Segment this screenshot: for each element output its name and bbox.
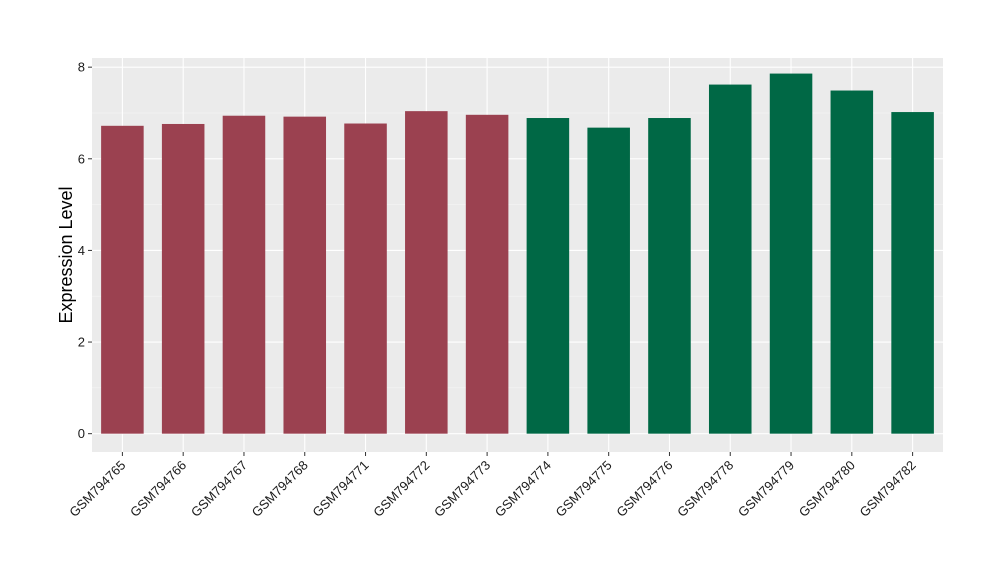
bar-GSM794771 (344, 123, 387, 434)
bar-GSM794767 (222, 115, 266, 434)
x-tick-label: GSM794771 (309, 458, 371, 520)
bar-GSM794766 (161, 123, 205, 434)
bar-GSM794768 (283, 116, 327, 434)
y-tick-label: 4 (78, 243, 85, 258)
bar-GSM794774 (526, 118, 570, 434)
y-tick-label: 2 (78, 335, 85, 350)
y-axis: 0 2 4 6 8 (78, 60, 92, 441)
x-tick-label: GSM794778 (674, 458, 736, 520)
bars (101, 73, 934, 434)
bar-GSM794765 (101, 125, 144, 434)
x-tick-label: GSM794768 (249, 458, 311, 520)
bar-GSM794776 (648, 118, 691, 434)
bar-GSM794773 (465, 114, 509, 434)
bar-GSM794772 (405, 111, 448, 434)
bar-GSM794779 (769, 73, 813, 434)
x-tick-label: GSM794774 (492, 458, 554, 520)
x-tick-label: GSM794773 (431, 458, 493, 520)
x-tick-label: GSM794776 (613, 458, 675, 520)
bar-GSM794775 (587, 127, 630, 434)
x-tick-label: GSM794779 (735, 458, 797, 520)
x-tick-label: GSM794765 (66, 458, 128, 520)
x-tick-label: GSM794772 (370, 458, 432, 520)
x-tick-label: GSM794767 (188, 458, 250, 520)
y-tick-label: 8 (78, 60, 85, 75)
y-tick-label: 6 (78, 151, 85, 166)
plot-panel (92, 58, 943, 452)
y-tick-label: 0 (78, 426, 85, 441)
x-tick-label: GSM794775 (553, 458, 615, 520)
bar-GSM794782 (891, 112, 934, 434)
y-axis-title: Expression Level (56, 186, 76, 323)
x-axis: GSM794765GSM794766GSM794767GSM794768GSM7… (66, 452, 919, 520)
x-tick-label: GSM794780 (796, 458, 858, 520)
x-tick-label: GSM794782 (857, 458, 919, 520)
x-tick-label: GSM794766 (127, 458, 189, 520)
bar-GSM794780 (830, 90, 874, 434)
bar-GSM794778 (708, 84, 752, 434)
